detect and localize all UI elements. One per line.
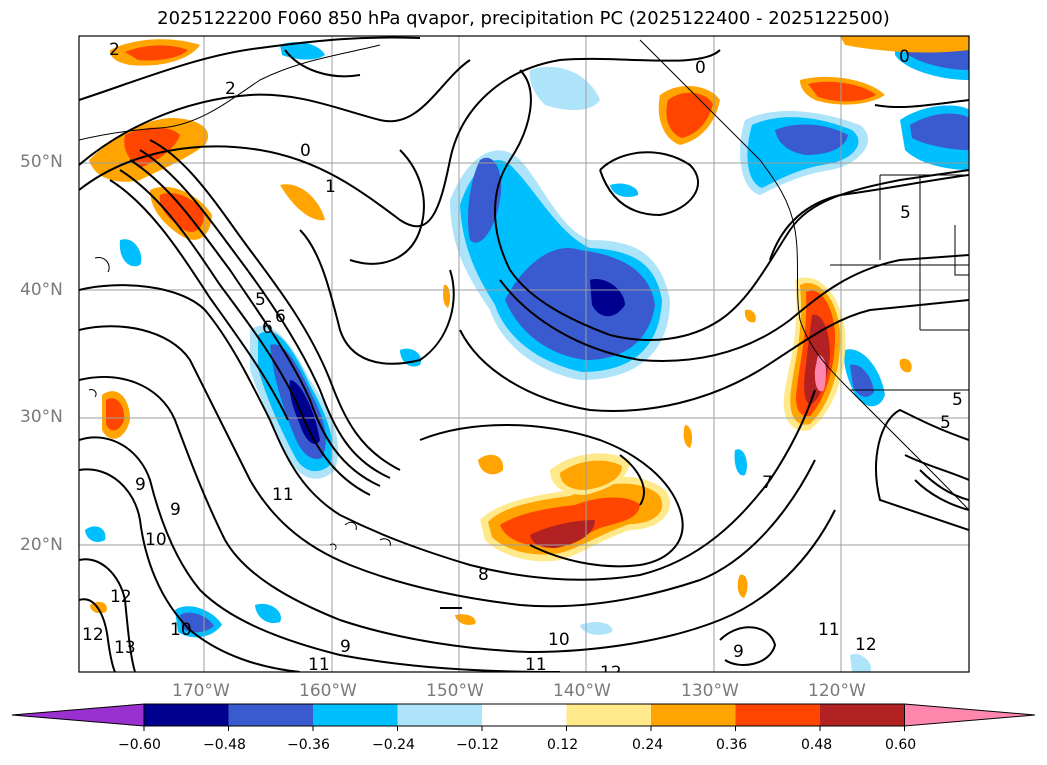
- contour-label: 9: [170, 500, 181, 520]
- contour-label: 7: [762, 473, 773, 493]
- contour-label: 5: [900, 203, 911, 223]
- contour-label: 12: [600, 663, 622, 683]
- colorbar-over-arrow: [904, 703, 1036, 727]
- lat-label: 20°N: [20, 535, 63, 555]
- colorbar-bin: [228, 704, 313, 726]
- colorbar-bin: [397, 704, 482, 726]
- contour-label: 0: [899, 47, 910, 67]
- contour-label: 11: [525, 655, 547, 675]
- coastlines: [79, 39, 969, 609]
- colorbar-tick-label: −0.36: [287, 737, 330, 753]
- lon-label: 130°W: [681, 681, 739, 701]
- graticule: [79, 36, 969, 672]
- lat-label: 40°N: [20, 280, 63, 300]
- map-frame: [78, 35, 970, 673]
- lon-label: 120°W: [808, 681, 866, 701]
- lat-label: 50°N: [20, 152, 63, 172]
- contour-label: 5: [952, 390, 963, 410]
- contour-label: 5: [940, 413, 951, 433]
- colorbar-bin: [820, 704, 905, 726]
- map-area: 2 2 0 0 0 1 5 5 6 6 9 9 10 12 12 13 10 1…: [79, 36, 969, 683]
- colorbar-bin: [735, 704, 820, 726]
- lon-label: 150°W: [426, 681, 484, 701]
- colorbar-bin: [566, 704, 651, 726]
- contour-label: 2: [109, 40, 120, 60]
- colorbar-outline: [143, 703, 905, 727]
- contour-label: 0: [695, 58, 706, 78]
- contour-label: 12: [82, 625, 104, 645]
- contour-label: 11: [818, 620, 840, 640]
- contour-label: 1: [325, 177, 336, 197]
- contour-label: 6: [262, 318, 273, 338]
- colorbar: [11, 703, 1036, 731]
- colorbar-bin: [313, 704, 398, 726]
- contour-label: 9: [135, 475, 146, 495]
- contour-label: 12: [855, 635, 877, 655]
- lat-label: 30°N: [20, 407, 63, 427]
- colorbar-tick-label: 0.36: [716, 737, 748, 753]
- colorbar-tick-label: −0.24: [372, 737, 415, 753]
- colorbar-bin: [144, 704, 229, 726]
- lon-label: 140°W: [553, 681, 611, 701]
- contour-label-group: 2 2 0 0 0 1 5 5 6 6 9 9 10 12 12 13 10 1…: [82, 40, 963, 683]
- qvapor-contours: [79, 36, 969, 672]
- contour-label: 2: [225, 79, 236, 99]
- contour-label: 9: [733, 642, 744, 662]
- colorbar-tick-label: −0.48: [203, 737, 246, 753]
- colorbar-bin: [482, 704, 567, 726]
- colorbar-tick-label: −0.12: [456, 737, 499, 753]
- contour-label: 10: [145, 530, 167, 550]
- colorbar-tick-label: 0.48: [801, 737, 833, 753]
- contour-label: 10: [548, 630, 570, 650]
- colorbar-tick-label: 0.24: [632, 737, 664, 753]
- contour-label: 9: [340, 637, 351, 657]
- map-title: 2025122200 F060 850 hPa qvapor, precipit…: [157, 8, 890, 29]
- contour-label: 0: [300, 141, 311, 161]
- contour-label: 12: [110, 587, 132, 607]
- lon-label: 160°W: [299, 681, 357, 701]
- contour-label: 11: [272, 485, 294, 505]
- contour-label: 13: [114, 638, 136, 658]
- colorbar-tick-label: 0.12: [547, 737, 579, 753]
- colorbar-tick-label: 0.60: [885, 737, 917, 753]
- contour-label: 5: [255, 290, 266, 310]
- contour-label: 6: [275, 307, 286, 327]
- contour-label: 11: [308, 655, 330, 675]
- colorbar-under-arrow: [11, 703, 145, 727]
- colorbar-bin: [651, 704, 736, 726]
- lon-label: 170°W: [172, 681, 230, 701]
- contour-label: 10: [170, 620, 192, 640]
- contour-label: 8: [478, 565, 489, 585]
- colorbar-tick-label: −0.60: [118, 737, 161, 753]
